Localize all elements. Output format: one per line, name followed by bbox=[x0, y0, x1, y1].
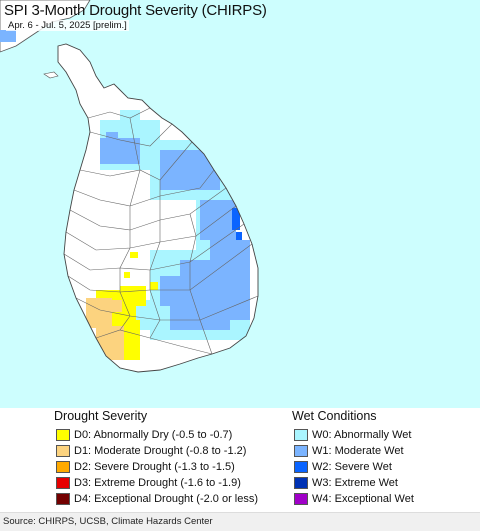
map-subtitle: Apr. 6 - Jul. 5, 2025 [prelim.] bbox=[6, 20, 129, 31]
legend-item-d2: D2: Severe Drought (-1.3 to -1.5) bbox=[56, 459, 258, 475]
swatch-w1 bbox=[294, 445, 308, 457]
swatch-d2 bbox=[56, 461, 70, 473]
legend-label-w4: W4: Exceptional Wet bbox=[312, 493, 414, 505]
drought-legend-list: D0: Abnormally Dry (-0.5 to -0.7) D1: Mo… bbox=[56, 427, 258, 507]
india-wet-patch bbox=[0, 30, 16, 42]
swatch-d4 bbox=[56, 493, 70, 505]
drought-map: SPI 3-Month Drought Severity (CHIRPS) Ap… bbox=[0, 0, 480, 408]
legend-label-d1: D1: Moderate Drought (-0.8 to -1.2) bbox=[74, 445, 247, 457]
wet-legend-heading: Wet Conditions bbox=[292, 409, 377, 423]
swatch-d3 bbox=[56, 477, 70, 489]
legend-item-w2: W2: Severe Wet bbox=[294, 459, 414, 475]
w2-severe-wet-areas bbox=[232, 208, 242, 240]
swatch-d1 bbox=[56, 445, 70, 457]
sri-lanka-coastline bbox=[57, 43, 259, 373]
source-footer: Source: CHIRPS, UCSB, Climate Hazards Ce… bbox=[0, 512, 480, 531]
map-title: SPI 3-Month Drought Severity (CHIRPS) bbox=[4, 2, 267, 19]
legend-item-w0: W0: Abnormally Wet bbox=[294, 427, 414, 443]
mannar-islet bbox=[43, 71, 59, 79]
map-canvas bbox=[0, 0, 259, 373]
legend-label-d3: D3: Extreme Drought (-1.6 to -1.9) bbox=[74, 477, 241, 489]
swatch-w3 bbox=[294, 477, 308, 489]
legend-item-w1: W1: Moderate Wet bbox=[294, 443, 414, 459]
swatch-w2 bbox=[294, 461, 308, 473]
legend-panel: Drought Severity D0: Abnormally Dry (-0.… bbox=[0, 408, 480, 512]
legend-label-d2: D2: Severe Drought (-1.3 to -1.5) bbox=[74, 461, 235, 473]
source-text: Source: CHIRPS, UCSB, Climate Hazards Ce… bbox=[3, 516, 213, 527]
legend-label-w2: W2: Severe Wet bbox=[312, 461, 392, 473]
legend-label-w1: W1: Moderate Wet bbox=[312, 445, 404, 457]
legend-item-d4: D4: Exceptional Drought (-2.0 or less) bbox=[56, 491, 258, 507]
wet-legend-list: W0: Abnormally Wet W1: Moderate Wet W2: … bbox=[294, 427, 414, 507]
drought-legend-heading: Drought Severity bbox=[54, 409, 148, 423]
legend-label-w0: W0: Abnormally Wet bbox=[312, 429, 412, 441]
legend-item-d3: D3: Extreme Drought (-1.6 to -1.9) bbox=[56, 475, 258, 491]
swatch-d0 bbox=[56, 429, 70, 441]
swatch-w4 bbox=[294, 493, 308, 505]
district-borders bbox=[63, 107, 259, 355]
w1-moderate-wet-areas bbox=[100, 132, 250, 330]
legend-label-d0: D0: Abnormally Dry (-0.5 to -0.7) bbox=[74, 429, 233, 441]
legend-item-w3: W3: Extreme Wet bbox=[294, 475, 414, 491]
legend-label-w3: W3: Extreme Wet bbox=[312, 477, 398, 489]
legend-item-w4: W4: Exceptional Wet bbox=[294, 491, 414, 507]
legend-item-d1: D1: Moderate Drought (-0.8 to -1.2) bbox=[56, 443, 258, 459]
d1-moderate-drought-areas bbox=[86, 298, 124, 360]
legend-item-d0: D0: Abnormally Dry (-0.5 to -0.7) bbox=[56, 427, 258, 443]
swatch-w0 bbox=[294, 429, 308, 441]
legend-label-d4: D4: Exceptional Drought (-2.0 or less) bbox=[74, 493, 259, 505]
